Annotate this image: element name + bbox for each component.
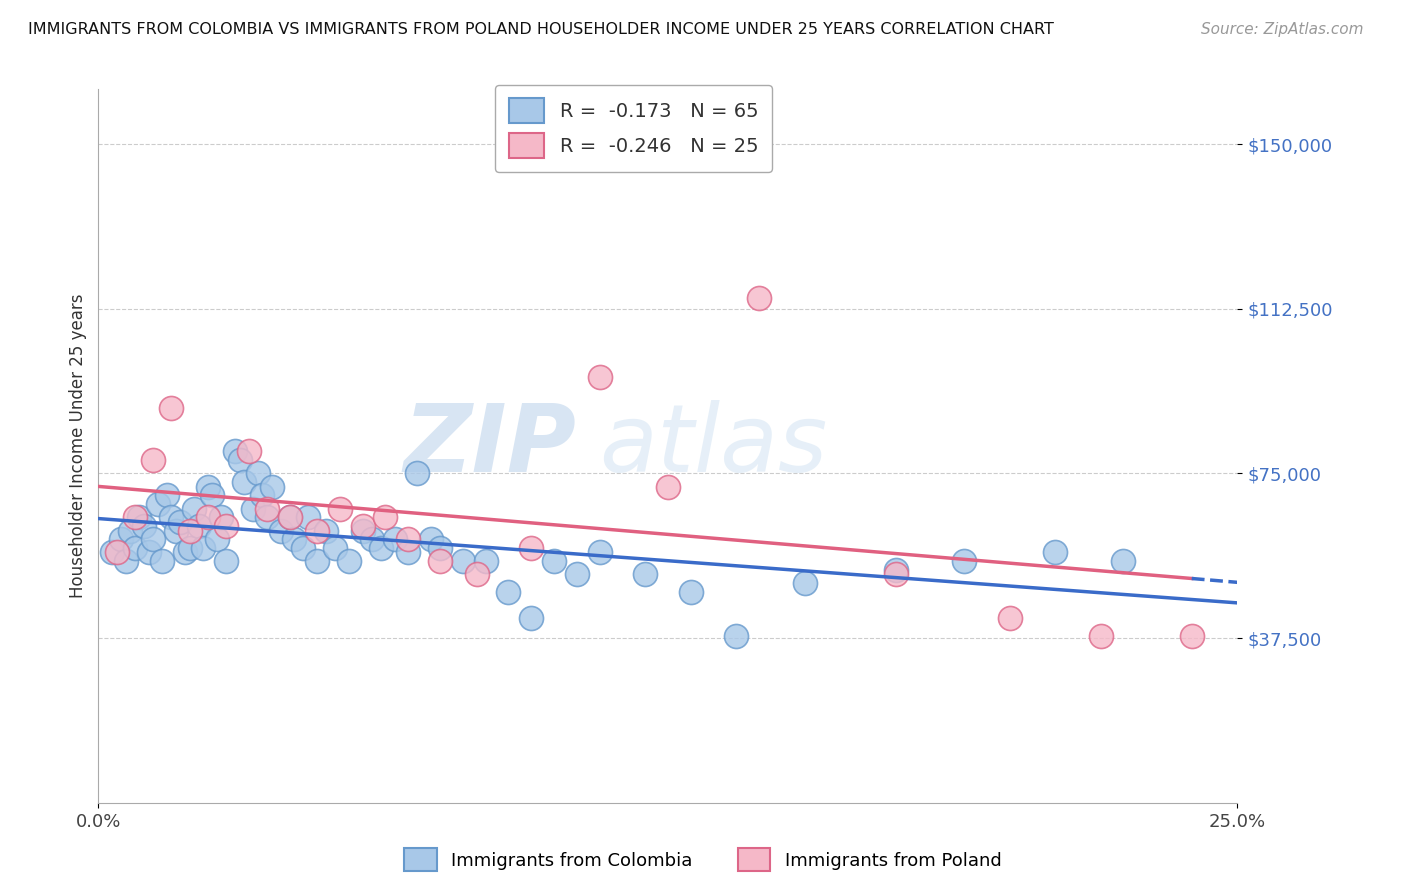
Point <box>748 291 770 305</box>
Point <box>238 444 260 458</box>
Point <box>101 545 124 559</box>
Y-axis label: Householder Income Under 25 years: Householder Income Under 25 years <box>69 293 87 599</box>
Point <box>174 545 197 559</box>
Point <box>197 510 219 524</box>
Point <box>278 510 301 524</box>
Point <box>520 541 543 555</box>
Text: IMMIGRANTS FROM COLOMBIA VS IMMIGRANTS FROM POLAND HOUSEHOLDER INCOME UNDER 25 Y: IMMIGRANTS FROM COLOMBIA VS IMMIGRANTS F… <box>28 22 1054 37</box>
Point <box>165 524 187 538</box>
Point <box>142 453 165 467</box>
Point <box>242 501 264 516</box>
Point <box>124 510 146 524</box>
Point <box>370 541 392 555</box>
Point <box>120 524 142 538</box>
Point <box>323 541 346 555</box>
Point <box>360 533 382 547</box>
Point <box>160 401 183 415</box>
Point <box>315 524 337 538</box>
Text: atlas: atlas <box>599 401 828 491</box>
Text: Source: ZipAtlas.com: Source: ZipAtlas.com <box>1201 22 1364 37</box>
Point <box>160 510 183 524</box>
Text: ZIP: ZIP <box>404 400 576 492</box>
Point <box>260 480 283 494</box>
Point <box>1043 545 1066 559</box>
Point <box>156 488 179 502</box>
Legend: Immigrants from Colombia, Immigrants from Poland: Immigrants from Colombia, Immigrants fro… <box>398 841 1008 879</box>
Point <box>215 519 238 533</box>
Point <box>201 488 224 502</box>
Point <box>1090 629 1112 643</box>
Point <box>215 554 238 568</box>
Point <box>725 629 748 643</box>
Point <box>132 519 155 533</box>
Point <box>128 510 150 524</box>
Point <box>179 541 201 555</box>
Point <box>1112 554 1135 568</box>
Point <box>256 510 278 524</box>
Legend: R =  -0.173   N = 65, R =  -0.246   N = 25: R = -0.173 N = 65, R = -0.246 N = 25 <box>495 85 772 171</box>
Point <box>197 480 219 494</box>
Point <box>520 611 543 625</box>
Point <box>406 467 429 481</box>
Point <box>634 567 657 582</box>
Point <box>588 369 610 384</box>
Point <box>252 488 274 502</box>
Point <box>146 497 169 511</box>
Point <box>114 554 136 568</box>
Point <box>498 585 520 599</box>
Point <box>679 585 702 599</box>
Point <box>283 533 305 547</box>
Point <box>205 533 228 547</box>
Point <box>588 545 610 559</box>
Point <box>657 480 679 494</box>
Point <box>396 545 419 559</box>
Point <box>384 533 406 547</box>
Point <box>105 545 128 559</box>
Point <box>329 501 352 516</box>
Point <box>565 567 588 582</box>
Point <box>429 541 451 555</box>
Point <box>474 554 496 568</box>
Point <box>278 510 301 524</box>
Point <box>953 554 976 568</box>
Point <box>270 524 292 538</box>
Point <box>246 467 269 481</box>
Point <box>124 541 146 555</box>
Point <box>307 554 329 568</box>
Point <box>209 510 232 524</box>
Point <box>420 533 443 547</box>
Point <box>1181 629 1204 643</box>
Point <box>138 545 160 559</box>
Point <box>183 501 205 516</box>
Point <box>374 510 396 524</box>
Point <box>998 611 1021 625</box>
Point <box>429 554 451 568</box>
Point <box>187 519 209 533</box>
Point <box>179 524 201 538</box>
Point <box>256 501 278 516</box>
Point <box>297 510 319 524</box>
Point <box>224 444 246 458</box>
Point <box>884 567 907 582</box>
Point <box>884 563 907 577</box>
Point <box>228 453 250 467</box>
Point <box>465 567 488 582</box>
Point <box>142 533 165 547</box>
Point <box>352 524 374 538</box>
Point <box>396 533 419 547</box>
Point <box>233 475 256 490</box>
Point <box>352 519 374 533</box>
Point <box>193 541 215 555</box>
Point <box>307 524 329 538</box>
Point <box>451 554 474 568</box>
Point <box>292 541 315 555</box>
Point <box>543 554 565 568</box>
Point <box>337 554 360 568</box>
Point <box>793 576 815 591</box>
Point <box>150 554 173 568</box>
Point <box>169 515 191 529</box>
Point <box>110 533 132 547</box>
